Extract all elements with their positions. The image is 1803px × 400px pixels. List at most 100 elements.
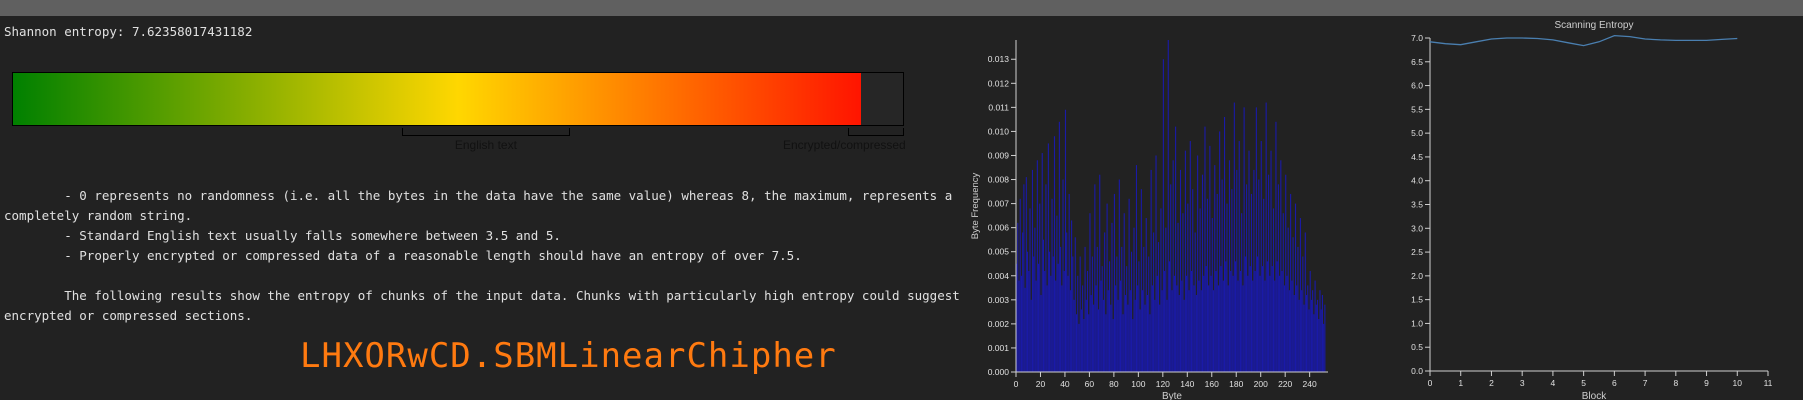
bar bbox=[1063, 270, 1065, 372]
bar bbox=[1099, 174, 1101, 372]
bar bbox=[1255, 107, 1257, 373]
y-tick-label: 4.0 bbox=[1411, 176, 1423, 186]
bar bbox=[1148, 256, 1150, 372]
bar bbox=[1052, 256, 1054, 372]
bar bbox=[1111, 222, 1113, 372]
bar bbox=[1139, 309, 1141, 372]
y-tick-label: 7.0 bbox=[1411, 33, 1423, 43]
bar bbox=[1143, 246, 1145, 372]
x-tick-label: 40 bbox=[1060, 379, 1070, 389]
y-tick-label: 0.003 bbox=[988, 295, 1010, 305]
x-tick-label: 10 bbox=[1733, 378, 1743, 388]
bar bbox=[1069, 290, 1071, 372]
bar bbox=[1079, 256, 1081, 372]
bar bbox=[1270, 150, 1272, 372]
bar bbox=[1146, 295, 1149, 372]
bar bbox=[1274, 280, 1276, 372]
bar bbox=[1242, 285, 1244, 372]
description-line: - Properly encrypted or compressed data … bbox=[4, 248, 802, 263]
bar bbox=[1193, 285, 1195, 372]
bar bbox=[1086, 270, 1089, 372]
bar bbox=[1293, 295, 1295, 372]
bar bbox=[1144, 304, 1146, 372]
bar bbox=[1231, 189, 1233, 372]
y-tick-label: 1.0 bbox=[1411, 318, 1423, 328]
bar bbox=[1319, 290, 1321, 372]
bar bbox=[1290, 193, 1292, 372]
bar bbox=[1058, 121, 1060, 372]
y-tick-label: 5.0 bbox=[1411, 128, 1423, 138]
bar bbox=[1298, 299, 1300, 372]
english-text-range-label: English text bbox=[454, 138, 517, 152]
bar bbox=[1323, 323, 1325, 372]
bar bbox=[1050, 275, 1052, 372]
x-tick-label: 7 bbox=[1643, 378, 1648, 388]
bar bbox=[1060, 246, 1062, 372]
y-tick-label: 0.007 bbox=[988, 199, 1010, 209]
bar bbox=[1124, 295, 1126, 372]
bar bbox=[1236, 169, 1238, 372]
bar bbox=[1062, 179, 1064, 372]
bar bbox=[1165, 227, 1167, 372]
bar bbox=[1166, 299, 1168, 372]
bar bbox=[1197, 155, 1199, 372]
bar bbox=[1075, 314, 1078, 372]
entropy-value: 7.62358017431182 bbox=[131, 24, 253, 39]
bar bbox=[1212, 290, 1215, 372]
bar bbox=[1053, 136, 1056, 372]
bar bbox=[1190, 270, 1193, 372]
bar bbox=[1269, 275, 1271, 372]
bar bbox=[1272, 208, 1275, 372]
bar bbox=[1068, 193, 1070, 372]
bar bbox=[1178, 295, 1180, 372]
bar bbox=[1230, 270, 1232, 372]
bar bbox=[1106, 203, 1108, 372]
bar bbox=[1280, 160, 1282, 372]
bar bbox=[1238, 141, 1240, 372]
bar bbox=[1307, 285, 1309, 372]
bar bbox=[1142, 290, 1144, 372]
bar bbox=[1036, 160, 1038, 372]
bar bbox=[1045, 184, 1047, 372]
bar bbox=[1283, 285, 1286, 372]
bar bbox=[1228, 160, 1230, 372]
bar bbox=[1176, 285, 1178, 372]
description-line: The following results show the entropy o… bbox=[4, 288, 968, 323]
bar bbox=[1250, 193, 1253, 372]
bar bbox=[1192, 189, 1194, 372]
y-tick-label: 0.011 bbox=[988, 102, 1009, 112]
bar bbox=[1252, 280, 1254, 372]
bar bbox=[1150, 169, 1152, 372]
bar bbox=[1018, 280, 1020, 372]
bar bbox=[1167, 40, 1169, 372]
x-tick-label: 2 bbox=[1489, 378, 1494, 388]
bar bbox=[1061, 285, 1063, 372]
description-line: - Standard English text usually falls so… bbox=[4, 228, 561, 243]
bar bbox=[1088, 314, 1090, 372]
bar bbox=[1320, 309, 1322, 372]
bar bbox=[1186, 275, 1188, 372]
bar bbox=[1071, 220, 1073, 372]
bar bbox=[1194, 232, 1196, 372]
bar bbox=[1175, 126, 1177, 372]
bar bbox=[1314, 280, 1316, 372]
bar bbox=[1105, 314, 1107, 372]
y-tick-label: 0.010 bbox=[988, 126, 1010, 136]
bar bbox=[1187, 203, 1189, 372]
bar bbox=[1029, 208, 1031, 372]
bar bbox=[1159, 304, 1161, 372]
bar bbox=[1220, 266, 1222, 372]
bar bbox=[1285, 174, 1287, 372]
bar bbox=[1265, 102, 1267, 373]
bar bbox=[1155, 155, 1157, 372]
bar bbox=[1225, 261, 1227, 372]
bar bbox=[1047, 143, 1049, 372]
bar bbox=[1156, 275, 1158, 372]
bar bbox=[1038, 263, 1040, 372]
x-tick-label: 140 bbox=[1180, 379, 1194, 389]
bar bbox=[1195, 295, 1197, 372]
bar bbox=[1162, 59, 1164, 373]
y-tick-label: 1.5 bbox=[1411, 295, 1423, 305]
y-tick-label: 0.0 bbox=[1411, 366, 1423, 376]
y-tick-label: 0.005 bbox=[988, 247, 1010, 257]
